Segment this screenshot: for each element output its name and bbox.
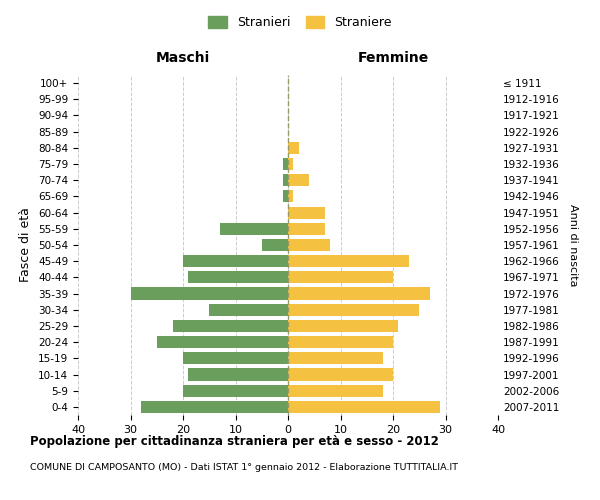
Y-axis label: Anni di nascita: Anni di nascita [568, 204, 578, 286]
Bar [130, 288, 288, 300]
Bar [288, 190, 293, 202]
Bar [288, 255, 409, 268]
Bar [183, 384, 288, 397]
Bar [183, 255, 288, 268]
Text: COMUNE DI CAMPOSANTO (MO) - Dati ISTAT 1° gennaio 2012 - Elaborazione TUTTITALIA: COMUNE DI CAMPOSANTO (MO) - Dati ISTAT 1… [30, 462, 458, 471]
Bar [288, 239, 330, 251]
Bar [188, 368, 288, 380]
Text: Popolazione per cittadinanza straniera per età e sesso - 2012: Popolazione per cittadinanza straniera p… [30, 435, 439, 448]
Bar [288, 158, 293, 170]
Bar [288, 336, 393, 348]
Bar [283, 174, 288, 186]
Legend: Stranieri, Straniere: Stranieri, Straniere [203, 11, 397, 34]
Bar [288, 174, 309, 186]
Bar [288, 272, 393, 283]
Bar [288, 352, 383, 364]
Bar [188, 272, 288, 283]
Bar [183, 352, 288, 364]
Bar [288, 288, 430, 300]
Bar [209, 304, 288, 316]
Bar [288, 320, 398, 332]
Text: Femmine: Femmine [358, 51, 428, 65]
Bar [141, 401, 288, 413]
Bar [262, 239, 288, 251]
Bar [288, 206, 325, 218]
Bar [288, 142, 299, 154]
Bar [173, 320, 288, 332]
Bar [283, 190, 288, 202]
Bar [283, 158, 288, 170]
Bar [288, 401, 440, 413]
Bar [288, 384, 383, 397]
Bar [288, 304, 419, 316]
Bar [157, 336, 288, 348]
Y-axis label: Fasce di età: Fasce di età [19, 208, 32, 282]
Bar [220, 222, 288, 235]
Bar [288, 222, 325, 235]
Bar [288, 368, 393, 380]
Text: Maschi: Maschi [156, 51, 210, 65]
